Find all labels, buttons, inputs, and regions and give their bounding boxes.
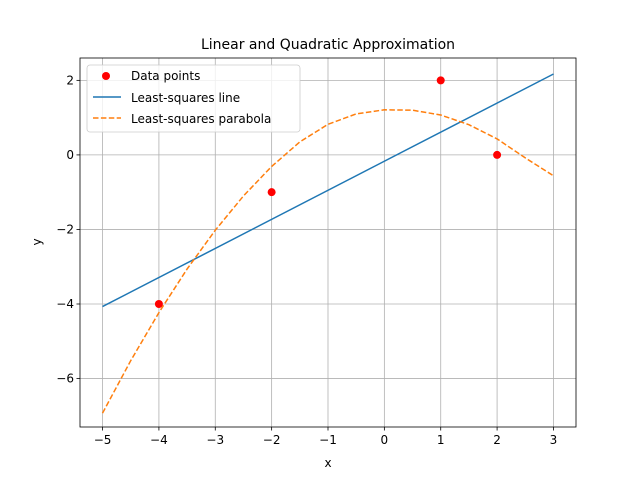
x-tick-label: −4 bbox=[150, 433, 168, 447]
data-point bbox=[154, 300, 163, 308]
parabola-curve bbox=[101, 109, 554, 414]
y-axis-label: y bbox=[30, 238, 44, 245]
axis-ticks: −5 −4 −3 −2 −1 0 1 2 3 −6 −4 −2 0 2 bbox=[56, 73, 557, 447]
x-axis-label: x bbox=[324, 456, 331, 470]
data-point bbox=[267, 188, 276, 197]
x-tick-label: −3 bbox=[206, 433, 224, 447]
legend-label-data-points: Data points bbox=[131, 69, 200, 83]
legend: Data points Least-squares line Least-squ… bbox=[86, 64, 301, 133]
x-tick-label: −2 bbox=[263, 433, 281, 447]
x-tick-label: −5 bbox=[94, 433, 112, 447]
legend-label-parabola: Least-squares parabola bbox=[131, 112, 271, 126]
x-tick-label: 3 bbox=[550, 433, 558, 447]
legend-box bbox=[86, 64, 301, 133]
legend-marker-data-points bbox=[102, 72, 110, 80]
x-tick-label: 0 bbox=[381, 433, 389, 447]
y-tick-label: 0 bbox=[66, 148, 74, 162]
y-tick-label: −2 bbox=[56, 222, 74, 236]
x-tick-label: −1 bbox=[319, 433, 337, 447]
data-point bbox=[436, 76, 445, 85]
legend-label-line: Least-squares line bbox=[131, 91, 240, 105]
x-tick-label: 2 bbox=[493, 433, 501, 447]
plot-series bbox=[101, 73, 554, 414]
regression-line bbox=[102, 73, 554, 308]
y-tick-label: −6 bbox=[56, 372, 74, 386]
y-tick-label: 2 bbox=[66, 73, 74, 87]
x-tick-label: 1 bbox=[437, 433, 445, 447]
y-tick-label: −4 bbox=[56, 297, 74, 311]
chart-title: Linear and Quadratic Approximation bbox=[201, 37, 455, 53]
data-point bbox=[493, 150, 502, 159]
